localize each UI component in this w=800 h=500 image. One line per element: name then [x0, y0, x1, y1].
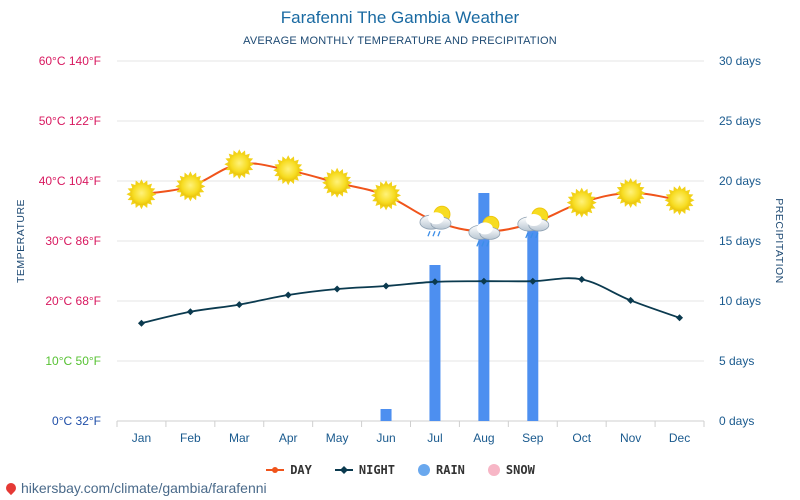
y-left-tick-label: 10°C 50°F: [45, 354, 101, 368]
sun-disc: [375, 184, 398, 207]
rain-cloud-icon: [419, 205, 452, 237]
x-tick-label: Oct: [572, 431, 591, 445]
raindrop: [525, 232, 529, 239]
legend-rain-label: RAIN: [436, 463, 465, 477]
legend-rain-marker: [418, 464, 430, 476]
raindrop: [535, 232, 539, 239]
sun-icon: [664, 185, 695, 216]
location-pin-icon: [3, 480, 19, 496]
sun-icon: [175, 171, 206, 202]
chart-title: Farafenni The Gambia Weather: [280, 8, 520, 27]
y-right-tick-label: 25 days: [719, 114, 761, 128]
sun-disc: [570, 191, 593, 214]
y-left-tick-label: 0°C 32°F: [52, 414, 101, 428]
rain-bar: [527, 217, 539, 421]
weather-chart: 0°C 32°F 10°C 50°F 20°C 68°F 30°C 86°F 40°C …: [15, 54, 785, 445]
y-left-tick-label: 40°C 104°F: [39, 174, 101, 188]
sun-disc: [668, 189, 691, 212]
night-point: [480, 277, 488, 285]
legend-night-marker: [334, 466, 353, 474]
legend-day-label: DAY: [290, 463, 312, 477]
night-point: [529, 277, 537, 285]
cloud-part: [476, 222, 493, 235]
sun-disc: [619, 182, 642, 204]
y-right-axis-title: PRECIPITATION: [773, 198, 785, 283]
chart-legend: DAY NIGHT RAIN SNOW: [0, 463, 800, 477]
y-left-tick-label: 30°C 86°F: [45, 234, 101, 248]
sun-icon: [322, 167, 353, 198]
cloud-part: [525, 214, 542, 226]
legend-snow-marker: [487, 464, 500, 476]
night-point: [578, 275, 586, 283]
sun-disc: [179, 175, 202, 198]
x-tick-label: Jan: [132, 431, 151, 445]
y-left-tick-label: 60°C 140°F: [39, 54, 101, 68]
night-point: [235, 301, 243, 309]
sun-icon: [126, 179, 157, 210]
raindrop: [427, 230, 431, 237]
night-point: [676, 314, 684, 322]
night-series-line: [141, 277, 680, 325]
rain-bar: [478, 193, 490, 421]
night-point: [284, 291, 292, 299]
source-footer[interactable]: hikersbay.com/climate/gambia/farafenni: [3, 480, 267, 496]
sun-icon: [566, 187, 597, 218]
night-point: [137, 319, 145, 327]
y-right-tick-label: 20 days: [719, 174, 761, 188]
raindrop: [432, 230, 436, 237]
raindrop: [530, 232, 534, 239]
raindrop: [437, 230, 441, 237]
x-tick-label: Nov: [620, 431, 641, 445]
sun-icon: [224, 149, 255, 180]
y-right-tick-label: 30 days: [719, 54, 761, 68]
sun-icon: [371, 180, 402, 211]
raindrop: [481, 241, 485, 247]
y-left-tick-label: 20°C 68°F: [45, 294, 101, 308]
legend-item-rain[interactable]: RAIN: [417, 463, 465, 477]
y-right-tick-label: 5 days: [719, 354, 754, 368]
y-right-tick-label: 15 days: [719, 234, 761, 248]
y-right-tick-label: 10 days: [719, 294, 761, 308]
sun-disc: [228, 153, 251, 176]
night-point: [627, 296, 635, 304]
raindrop: [476, 241, 480, 247]
legend-snow-label: SNOW: [505, 463, 535, 477]
x-tick-label: May: [326, 431, 349, 445]
x-tick-label: Apr: [279, 431, 298, 445]
y-left-axis-title: TEMPERATURE: [15, 199, 27, 283]
legend-item-snow[interactable]: SNOW: [487, 463, 535, 477]
x-tick-label: Mar: [229, 431, 250, 445]
x-tick-label: Sep: [522, 431, 544, 445]
rain-bar: [380, 409, 392, 421]
y-right-tick-label: 0 days: [719, 414, 754, 428]
chart-subtitle: AVERAGE MONTHLY TEMPERATURE AND PRECIPIT…: [243, 35, 557, 47]
sun-icon: [273, 155, 304, 186]
sun-disc: [130, 183, 153, 206]
legend-item-day[interactable]: DAY: [265, 463, 312, 477]
day-series-line: [141, 162, 680, 233]
rain-cloud-icon: [517, 207, 550, 239]
x-tick-label: Jul: [427, 431, 442, 445]
night-point: [431, 278, 439, 286]
x-tick-label: Aug: [473, 431, 494, 445]
x-tick-label: Dec: [669, 431, 690, 445]
night-point: [333, 285, 341, 293]
raindrop: [486, 241, 490, 247]
sun-disc: [277, 159, 300, 182]
sun-icon: [615, 178, 646, 208]
cloud-part: [427, 212, 444, 225]
legend-day-marker: [266, 467, 285, 473]
source-url[interactable]: hikersbay.com/climate/gambia/farafenni: [21, 480, 267, 496]
x-tick-label: Jun: [376, 431, 395, 445]
legend-item-night[interactable]: NIGHT: [334, 463, 395, 477]
x-tick-label: Feb: [180, 431, 201, 445]
sun-disc: [326, 171, 349, 194]
night-point: [382, 282, 390, 290]
legend-night-label: NIGHT: [358, 463, 395, 477]
night-point: [186, 308, 194, 316]
rain-bar: [429, 265, 441, 421]
rain-cloud-icon: [468, 215, 501, 247]
y-left-tick-label: 50°C 122°F: [39, 114, 101, 128]
